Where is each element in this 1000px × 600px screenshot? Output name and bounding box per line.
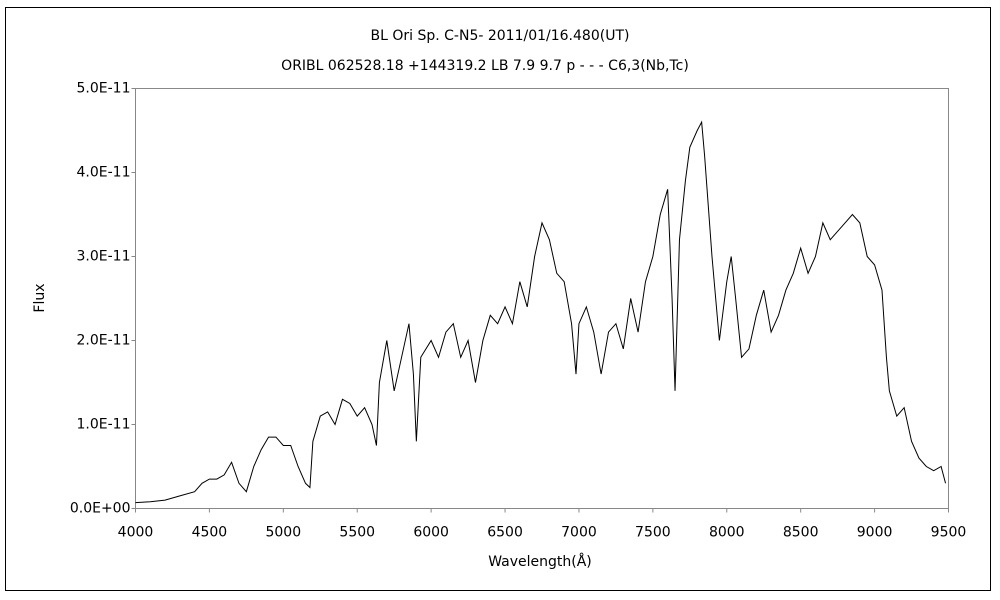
x-tick-label: 7500: [635, 525, 671, 541]
spectrum-line: [135, 120, 947, 504]
x-tick-label: 9500: [931, 525, 967, 541]
y-tick-label: 1.0E-11: [77, 417, 131, 433]
x-tick-label: 5500: [339, 525, 375, 541]
x-tick-label: 9000: [857, 525, 893, 541]
x-tick-label: 8500: [783, 525, 819, 541]
x-axis-label: Wavelength(Å): [488, 553, 592, 570]
y-tick-label: 2.0E-11: [77, 333, 131, 349]
x-tick-label: 6000: [413, 525, 449, 541]
x-tick-label: 6500: [487, 525, 523, 541]
y-tick-label: 0.0E+00: [70, 501, 131, 517]
y-tick-label: 3.0E-11: [77, 249, 131, 265]
y-axis-label: Flux: [32, 283, 48, 312]
chart-frame: [5, 7, 991, 591]
x-tick-label: 8000: [709, 525, 745, 541]
chart-subtitle: ORIBL 062528.18 +144319.2 LB 7.9 9.7 p -…: [281, 58, 689, 74]
x-tick-label: 4000: [118, 525, 154, 541]
y-tick-label: 4.0E-11: [77, 165, 131, 181]
y-tick-label: 5.0E-11: [77, 81, 131, 97]
plot-frame: [135, 88, 949, 509]
x-tick-label: 7000: [561, 525, 597, 541]
x-tick-label: 4500: [192, 525, 228, 541]
chart-title: BL Ori Sp. C-N5- 2011/01/16.480(UT): [371, 28, 630, 44]
x-tick-label: 5000: [265, 525, 301, 541]
